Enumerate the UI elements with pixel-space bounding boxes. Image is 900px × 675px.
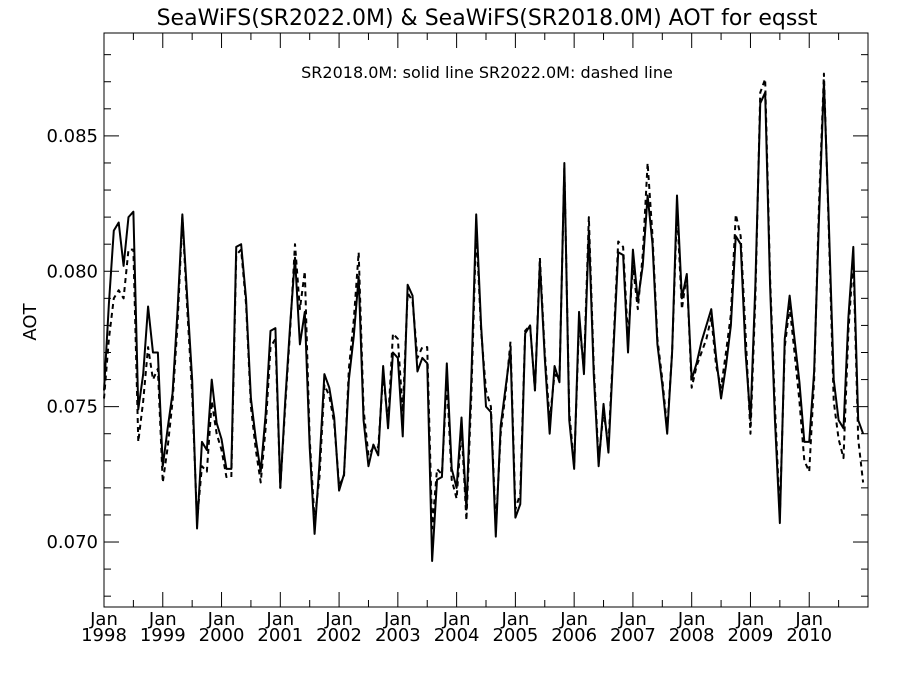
axis-tick-labels: 0.0700.0750.0800.085Jan1998Jan1999Jan200… [46, 126, 832, 646]
x-tick-label-year: 1998 [81, 625, 127, 646]
series-lines [103, 72, 865, 562]
x-tick-label-year: 2003 [375, 625, 421, 646]
x-tick-label-year: 1999 [140, 625, 186, 646]
x-tick-label-year: 2008 [669, 625, 715, 646]
chart-title: SeaWiFS(SR2022.0M) & SeaWiFS(SR2018.0M) … [157, 6, 818, 31]
x-tick-label-year: 2006 [551, 625, 597, 646]
x-tick-label-month: Jan [736, 609, 765, 630]
x-tick-label-year: 2009 [728, 625, 774, 646]
x-tick-label-year: 2004 [434, 625, 480, 646]
y-axis-label: AOT [20, 302, 41, 340]
x-tick-label-month: Jan [324, 609, 353, 630]
x-tick-label-month: Jan [794, 609, 823, 630]
x-tick-label-month: Jan [148, 609, 177, 630]
x-tick-label-month: Jan [265, 609, 294, 630]
x-tick-label-month: Jan [618, 609, 647, 630]
x-tick-label-year: 2007 [610, 625, 656, 646]
series-line-sr2018-0m [103, 80, 865, 562]
x-tick-label-month: Jan [207, 609, 236, 630]
x-tick-label-month: Jan [501, 609, 530, 630]
y-tick-label: 0.075 [46, 397, 98, 418]
x-tick-label-month: Jan [677, 609, 706, 630]
series-style-note: SR2018.0M: solid line SR2022.0M: dashed … [301, 63, 673, 82]
x-tick-label-month: Jan [559, 609, 588, 630]
x-tick-label-year: 2005 [492, 625, 538, 646]
x-tick-label-year: 2002 [316, 625, 362, 646]
series-line-sr2022-0m [103, 72, 865, 530]
x-tick-label-month: Jan [383, 609, 412, 630]
y-tick-label: 0.085 [46, 126, 98, 147]
x-tick-label-year: 2010 [786, 625, 832, 646]
x-tick-label-year: 2000 [199, 625, 245, 646]
x-tick-label-month: Jan [89, 609, 118, 630]
y-tick-label: 0.080 [46, 261, 98, 282]
x-tick-label-month: Jan [442, 609, 471, 630]
axis-ticks [103, 33, 869, 607]
y-tick-label: 0.070 [46, 532, 98, 553]
x-tick-label-year: 2001 [257, 625, 303, 646]
